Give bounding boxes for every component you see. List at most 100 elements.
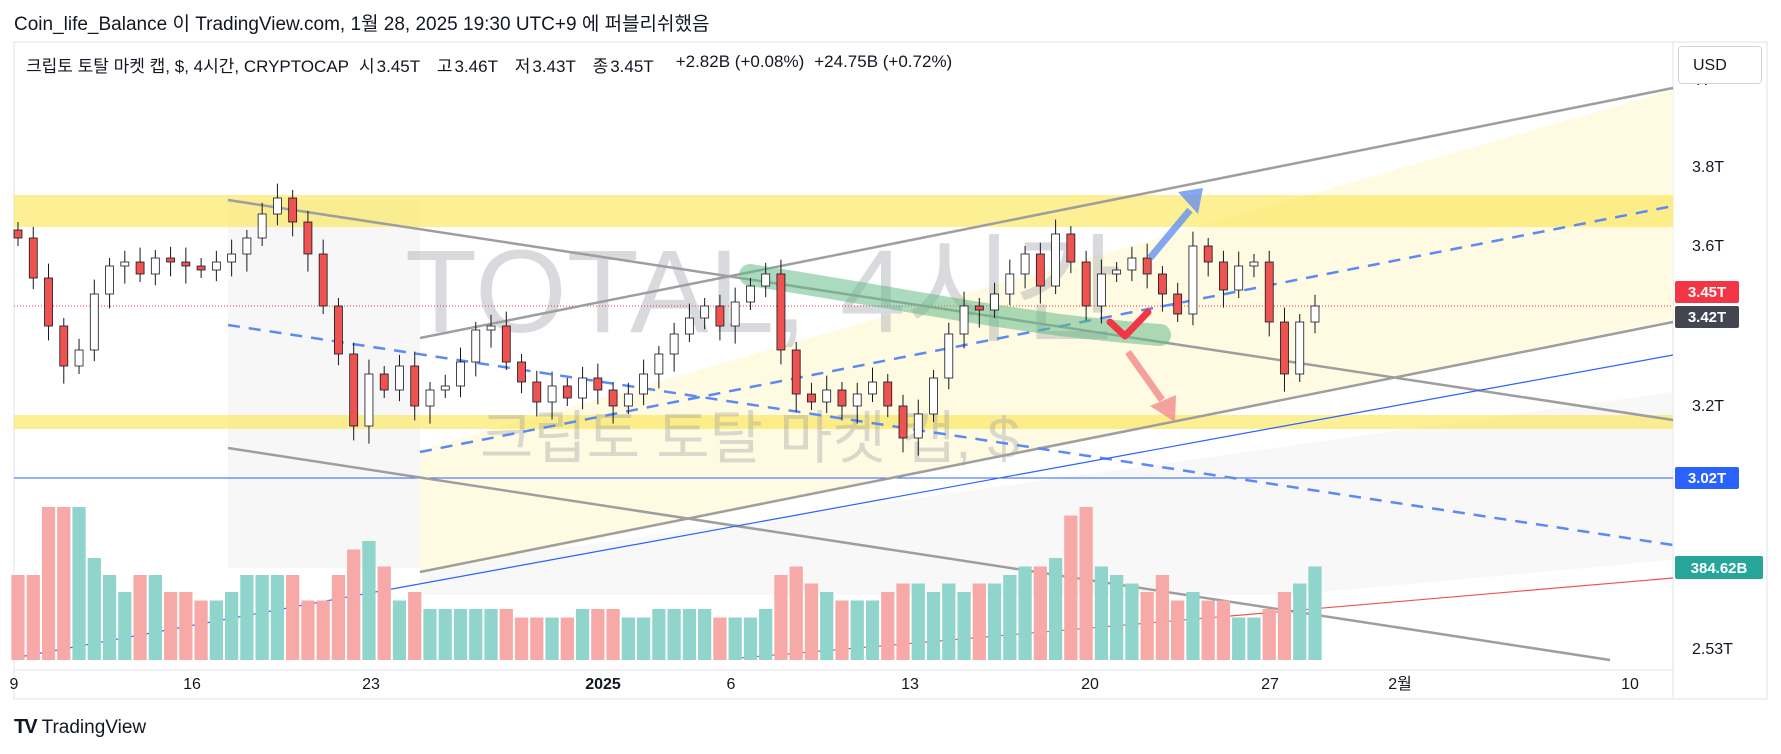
candle-body — [913, 413, 923, 439]
volume-bar — [484, 609, 498, 660]
volume-bar — [987, 583, 1002, 660]
ohlc-open-value: 3.45T — [376, 57, 421, 76]
candle-body — [1234, 265, 1244, 291]
candle-body — [1188, 245, 1198, 315]
candle-body — [1035, 253, 1045, 287]
legend-change-2: +24.75B (+0.72%) — [814, 52, 953, 71]
volume-bar — [1018, 566, 1032, 660]
volume-bar — [606, 609, 620, 660]
candle-body — [639, 373, 649, 395]
volume-bar — [1232, 617, 1246, 660]
candle-body — [654, 353, 664, 375]
volume-bar — [881, 592, 895, 660]
candle-body — [944, 333, 954, 379]
volume-bar — [957, 592, 971, 660]
candle-body — [623, 393, 633, 407]
volume-bar — [57, 507, 71, 660]
volume-bar — [148, 575, 162, 660]
ohlc-close-key: 종 — [592, 57, 609, 76]
volume-bar — [972, 583, 986, 660]
candle-body — [181, 261, 191, 267]
ohlc-close-value: 3.45T — [610, 57, 654, 76]
volume-bar — [1293, 583, 1307, 660]
author-name[interactable]: Coin_life_Balance — [14, 14, 168, 35]
x-tick-label: 23 — [362, 676, 380, 693]
tradingview-logo-icon: TV — [14, 716, 38, 738]
volume-bar — [1186, 592, 1200, 660]
price-label-prev: 3.42T — [1675, 306, 1739, 328]
candle-body — [486, 325, 496, 331]
candle-body — [715, 305, 725, 327]
tradingview-logo[interactable]: TV TradingView — [14, 716, 146, 739]
candle-body — [1081, 261, 1091, 307]
candle-body — [105, 265, 114, 295]
green-brush-highlight — [739, 264, 1171, 346]
candles — [13, 183, 1320, 456]
chart-frame — [13, 41, 1768, 700]
candle-body — [318, 253, 328, 307]
candle-body — [1264, 261, 1274, 323]
svg-text:384.62B: 384.62B — [1691, 560, 1748, 577]
volume-bar — [11, 575, 25, 660]
candle-body — [883, 381, 893, 407]
candle-body — [44, 277, 53, 327]
candle-body — [13, 229, 23, 239]
volume-bar — [1094, 566, 1109, 660]
candle-body — [288, 197, 298, 223]
x-tick-label: 2월 — [1388, 675, 1412, 693]
volume-bar — [286, 575, 300, 660]
volume-bar — [759, 609, 773, 660]
watermark-small: 크립토 토탈 마켓 캡, $ — [480, 406, 1020, 471]
volume-bar — [1079, 507, 1093, 660]
candle-body — [120, 261, 130, 267]
candle-body — [608, 389, 618, 407]
volume-bar — [911, 583, 925, 660]
dashed-midline-desc[interactable] — [227, 323, 1674, 547]
price-label-volume: 384.62B — [1675, 556, 1763, 579]
candle-body — [211, 261, 221, 271]
time-axis[interactable]: 9 16 23 2025 6 13 20 27 2월 10 — [10, 675, 1639, 693]
candle-body — [1005, 273, 1015, 295]
x-tick-label: 10 — [1621, 676, 1639, 693]
channel-upper[interactable] — [419, 86, 1674, 340]
candle-body — [1142, 257, 1152, 275]
volume-bar — [209, 600, 223, 660]
svg-text:3.02T: 3.02T — [1688, 470, 1726, 487]
candle-body — [990, 293, 999, 311]
volume-bar — [1155, 575, 1170, 660]
volume-bar — [316, 600, 330, 660]
x-tick-label: 6 — [727, 676, 736, 693]
volume-bar — [133, 575, 147, 660]
candle-body — [730, 301, 740, 327]
volume-bar — [194, 600, 208, 660]
candle-body — [898, 405, 908, 439]
candle-body — [196, 265, 206, 271]
candle-body — [456, 361, 465, 387]
legend-symbol[interactable]: 크립토 토탈 마켓 캡, $, 4시간, CRYPTOCAP — [26, 57, 349, 76]
ohlc-open-key: 시 — [359, 57, 375, 76]
volume-bar — [331, 575, 346, 660]
currency-button[interactable]: USD — [1678, 46, 1762, 84]
candle-body — [822, 389, 832, 403]
volume-bar — [865, 600, 880, 660]
candle-body — [852, 393, 862, 407]
candle-body — [517, 361, 526, 383]
candle-body — [379, 373, 389, 391]
volume-bar — [270, 575, 285, 660]
support-zone — [14, 415, 1673, 429]
candle-body — [1173, 293, 1183, 315]
candle-body — [837, 389, 847, 407]
volume-bar — [698, 609, 712, 660]
channel-lower[interactable] — [419, 320, 1674, 574]
candle-body — [669, 333, 679, 355]
candle-body — [303, 221, 313, 255]
watermark-big: TOTAL, 4시간 — [405, 226, 1123, 358]
candle-body — [150, 257, 160, 275]
volume-bar — [942, 583, 956, 660]
candle-body — [471, 329, 481, 363]
candle-body — [1249, 261, 1259, 267]
volume-bars — [11, 507, 1322, 660]
trendline-lower-desc[interactable] — [227, 446, 1611, 662]
candle-body — [74, 349, 84, 367]
